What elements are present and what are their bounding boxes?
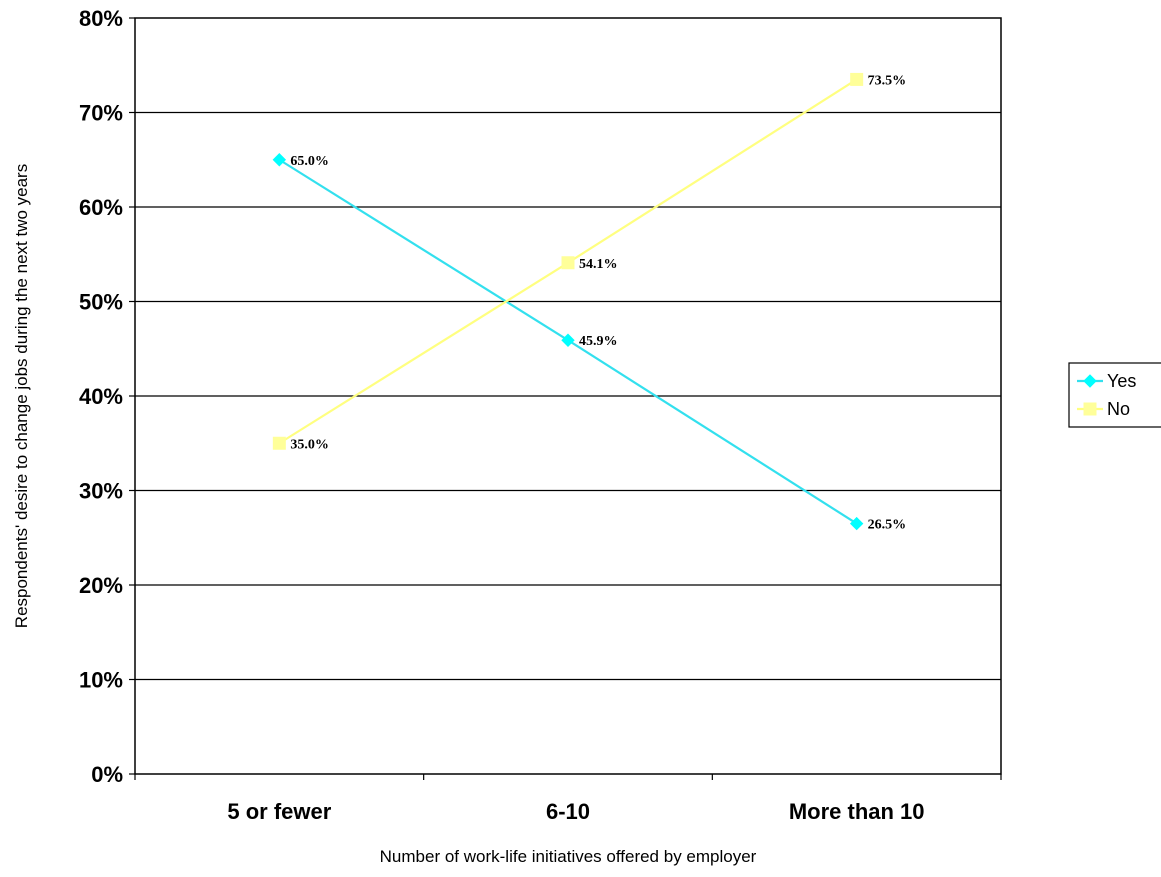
legend-label-no: No bbox=[1107, 399, 1130, 419]
y-tick-label: 50% bbox=[79, 290, 123, 315]
legend: Yes No bbox=[1068, 362, 1161, 428]
y-tick-label: 30% bbox=[79, 479, 123, 504]
series-point-no bbox=[561, 256, 575, 270]
data-label-yes: 65.0% bbox=[290, 154, 329, 169]
series-point-yes bbox=[272, 153, 287, 167]
y-tick-label: 80% bbox=[79, 6, 123, 31]
data-label-no: 35.0% bbox=[290, 437, 329, 452]
y-tick-label: 10% bbox=[79, 668, 123, 693]
data-label-no: 54.1% bbox=[579, 257, 618, 272]
y-tick-label: 0% bbox=[91, 762, 123, 787]
y-tick-label: 60% bbox=[79, 195, 123, 220]
legend-box bbox=[1068, 362, 1161, 428]
series-layer bbox=[272, 72, 864, 531]
x-tick-label: More than 10 bbox=[789, 799, 925, 824]
data-label-yes: 45.9% bbox=[579, 334, 618, 349]
x-axis-title: Number of work-life initiatives offered … bbox=[380, 847, 757, 866]
y-tick-label: 40% bbox=[79, 384, 123, 409]
y-axis-title: Respondents' desire to change jobs durin… bbox=[12, 164, 31, 628]
series-point-yes bbox=[561, 333, 575, 347]
data-label-yes: 26.5% bbox=[868, 518, 907, 533]
y-axis-ticks: 0% 10% 20% 30% 40% 50% 60% 70% 80% bbox=[79, 6, 135, 787]
y-tick-label: 20% bbox=[79, 573, 123, 598]
x-tick-label: 6-10 bbox=[546, 799, 590, 824]
legend-label-yes: Yes bbox=[1107, 371, 1136, 391]
y-tick-label: 70% bbox=[79, 101, 123, 126]
x-axis-ticks: 5 or fewer 6-10 More than 10 bbox=[134, 774, 1002, 824]
legend-marker-yes bbox=[1083, 374, 1097, 388]
legend-marker-no bbox=[1083, 402, 1097, 416]
data-label-no: 73.5% bbox=[868, 73, 907, 88]
data-labels: 65.0% 45.9% 26.5% 35.0% 54.1% 73.5% bbox=[290, 73, 906, 532]
series-point-yes bbox=[849, 516, 864, 531]
x-tick-label: 5 or fewer bbox=[227, 799, 331, 824]
gridlines bbox=[135, 111, 1001, 681]
series-point-no bbox=[272, 436, 286, 450]
series-point-no bbox=[850, 72, 864, 86]
